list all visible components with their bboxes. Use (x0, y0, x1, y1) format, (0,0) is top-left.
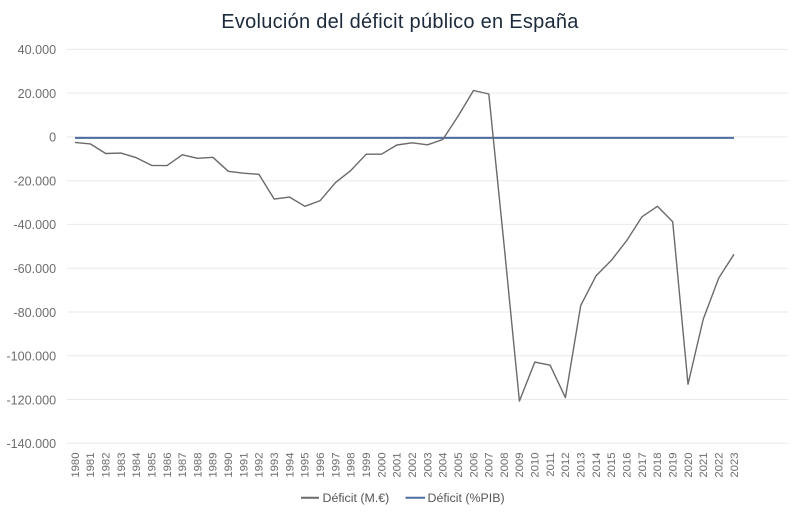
svg-text:1980: 1980 (70, 453, 82, 478)
svg-text:2015: 2015 (606, 453, 618, 478)
svg-text:-80.000: -80.000 (13, 306, 56, 320)
svg-text:1988: 1988 (192, 453, 204, 478)
svg-text:-120.000: -120.000 (6, 393, 56, 407)
svg-text:2012: 2012 (560, 453, 572, 478)
svg-text:1992: 1992 (254, 453, 266, 478)
svg-text:1995: 1995 (300, 453, 312, 478)
svg-text:2020: 2020 (683, 453, 695, 478)
svg-text:1983: 1983 (116, 453, 128, 478)
svg-text:Déficit (%PIB): Déficit (%PIB) (428, 491, 505, 505)
svg-text:1997: 1997 (330, 453, 342, 478)
svg-text:2004: 2004 (438, 453, 450, 478)
svg-text:2000: 2000 (376, 453, 388, 478)
svg-text:1991: 1991 (238, 453, 250, 478)
svg-text:1990: 1990 (223, 453, 235, 478)
svg-text:-40.000: -40.000 (13, 218, 56, 232)
svg-text:2022: 2022 (713, 453, 725, 478)
svg-text:2016: 2016 (622, 453, 634, 478)
svg-text:2018: 2018 (652, 453, 664, 478)
svg-text:1993: 1993 (269, 453, 281, 478)
svg-text:2011: 2011 (545, 453, 557, 477)
svg-text:1986: 1986 (162, 453, 174, 478)
svg-text:1984: 1984 (131, 453, 143, 478)
svg-text:1994: 1994 (284, 453, 296, 478)
svg-text:-20.000: -20.000 (13, 175, 56, 189)
svg-text:1985: 1985 (146, 453, 158, 478)
svg-text:20.000: 20.000 (18, 87, 57, 101)
svg-text:2008: 2008 (499, 453, 511, 478)
svg-text:2017: 2017 (637, 453, 649, 478)
svg-text:1998: 1998 (346, 453, 358, 478)
svg-text:1981: 1981 (85, 453, 97, 478)
svg-text:-100.000: -100.000 (6, 350, 56, 364)
svg-text:2014: 2014 (591, 453, 603, 478)
svg-text:2006: 2006 (468, 453, 480, 478)
svg-text:1989: 1989 (208, 453, 220, 478)
svg-text:0: 0 (49, 131, 56, 145)
svg-text:2023: 2023 (729, 453, 741, 478)
svg-text:-140.000: -140.000 (6, 437, 56, 451)
svg-text:1999: 1999 (361, 453, 373, 478)
svg-text:40.000: 40.000 (18, 43, 57, 57)
svg-text:2019: 2019 (668, 453, 680, 478)
svg-text:-60.000: -60.000 (13, 262, 56, 276)
svg-text:2009: 2009 (514, 453, 526, 478)
svg-text:1982: 1982 (100, 453, 112, 478)
svg-text:2002: 2002 (407, 453, 419, 478)
svg-text:1996: 1996 (315, 453, 327, 478)
svg-text:2003: 2003 (422, 453, 434, 478)
svg-text:2007: 2007 (484, 453, 496, 478)
svg-text:1987: 1987 (177, 453, 189, 478)
svg-text:2005: 2005 (453, 453, 465, 478)
svg-text:Déficit (M.€): Déficit (M.€) (323, 491, 390, 505)
svg-text:2013: 2013 (576, 453, 588, 478)
svg-text:2010: 2010 (530, 453, 542, 478)
svg-text:2001: 2001 (392, 453, 404, 478)
svg-text:2021: 2021 (698, 453, 710, 478)
